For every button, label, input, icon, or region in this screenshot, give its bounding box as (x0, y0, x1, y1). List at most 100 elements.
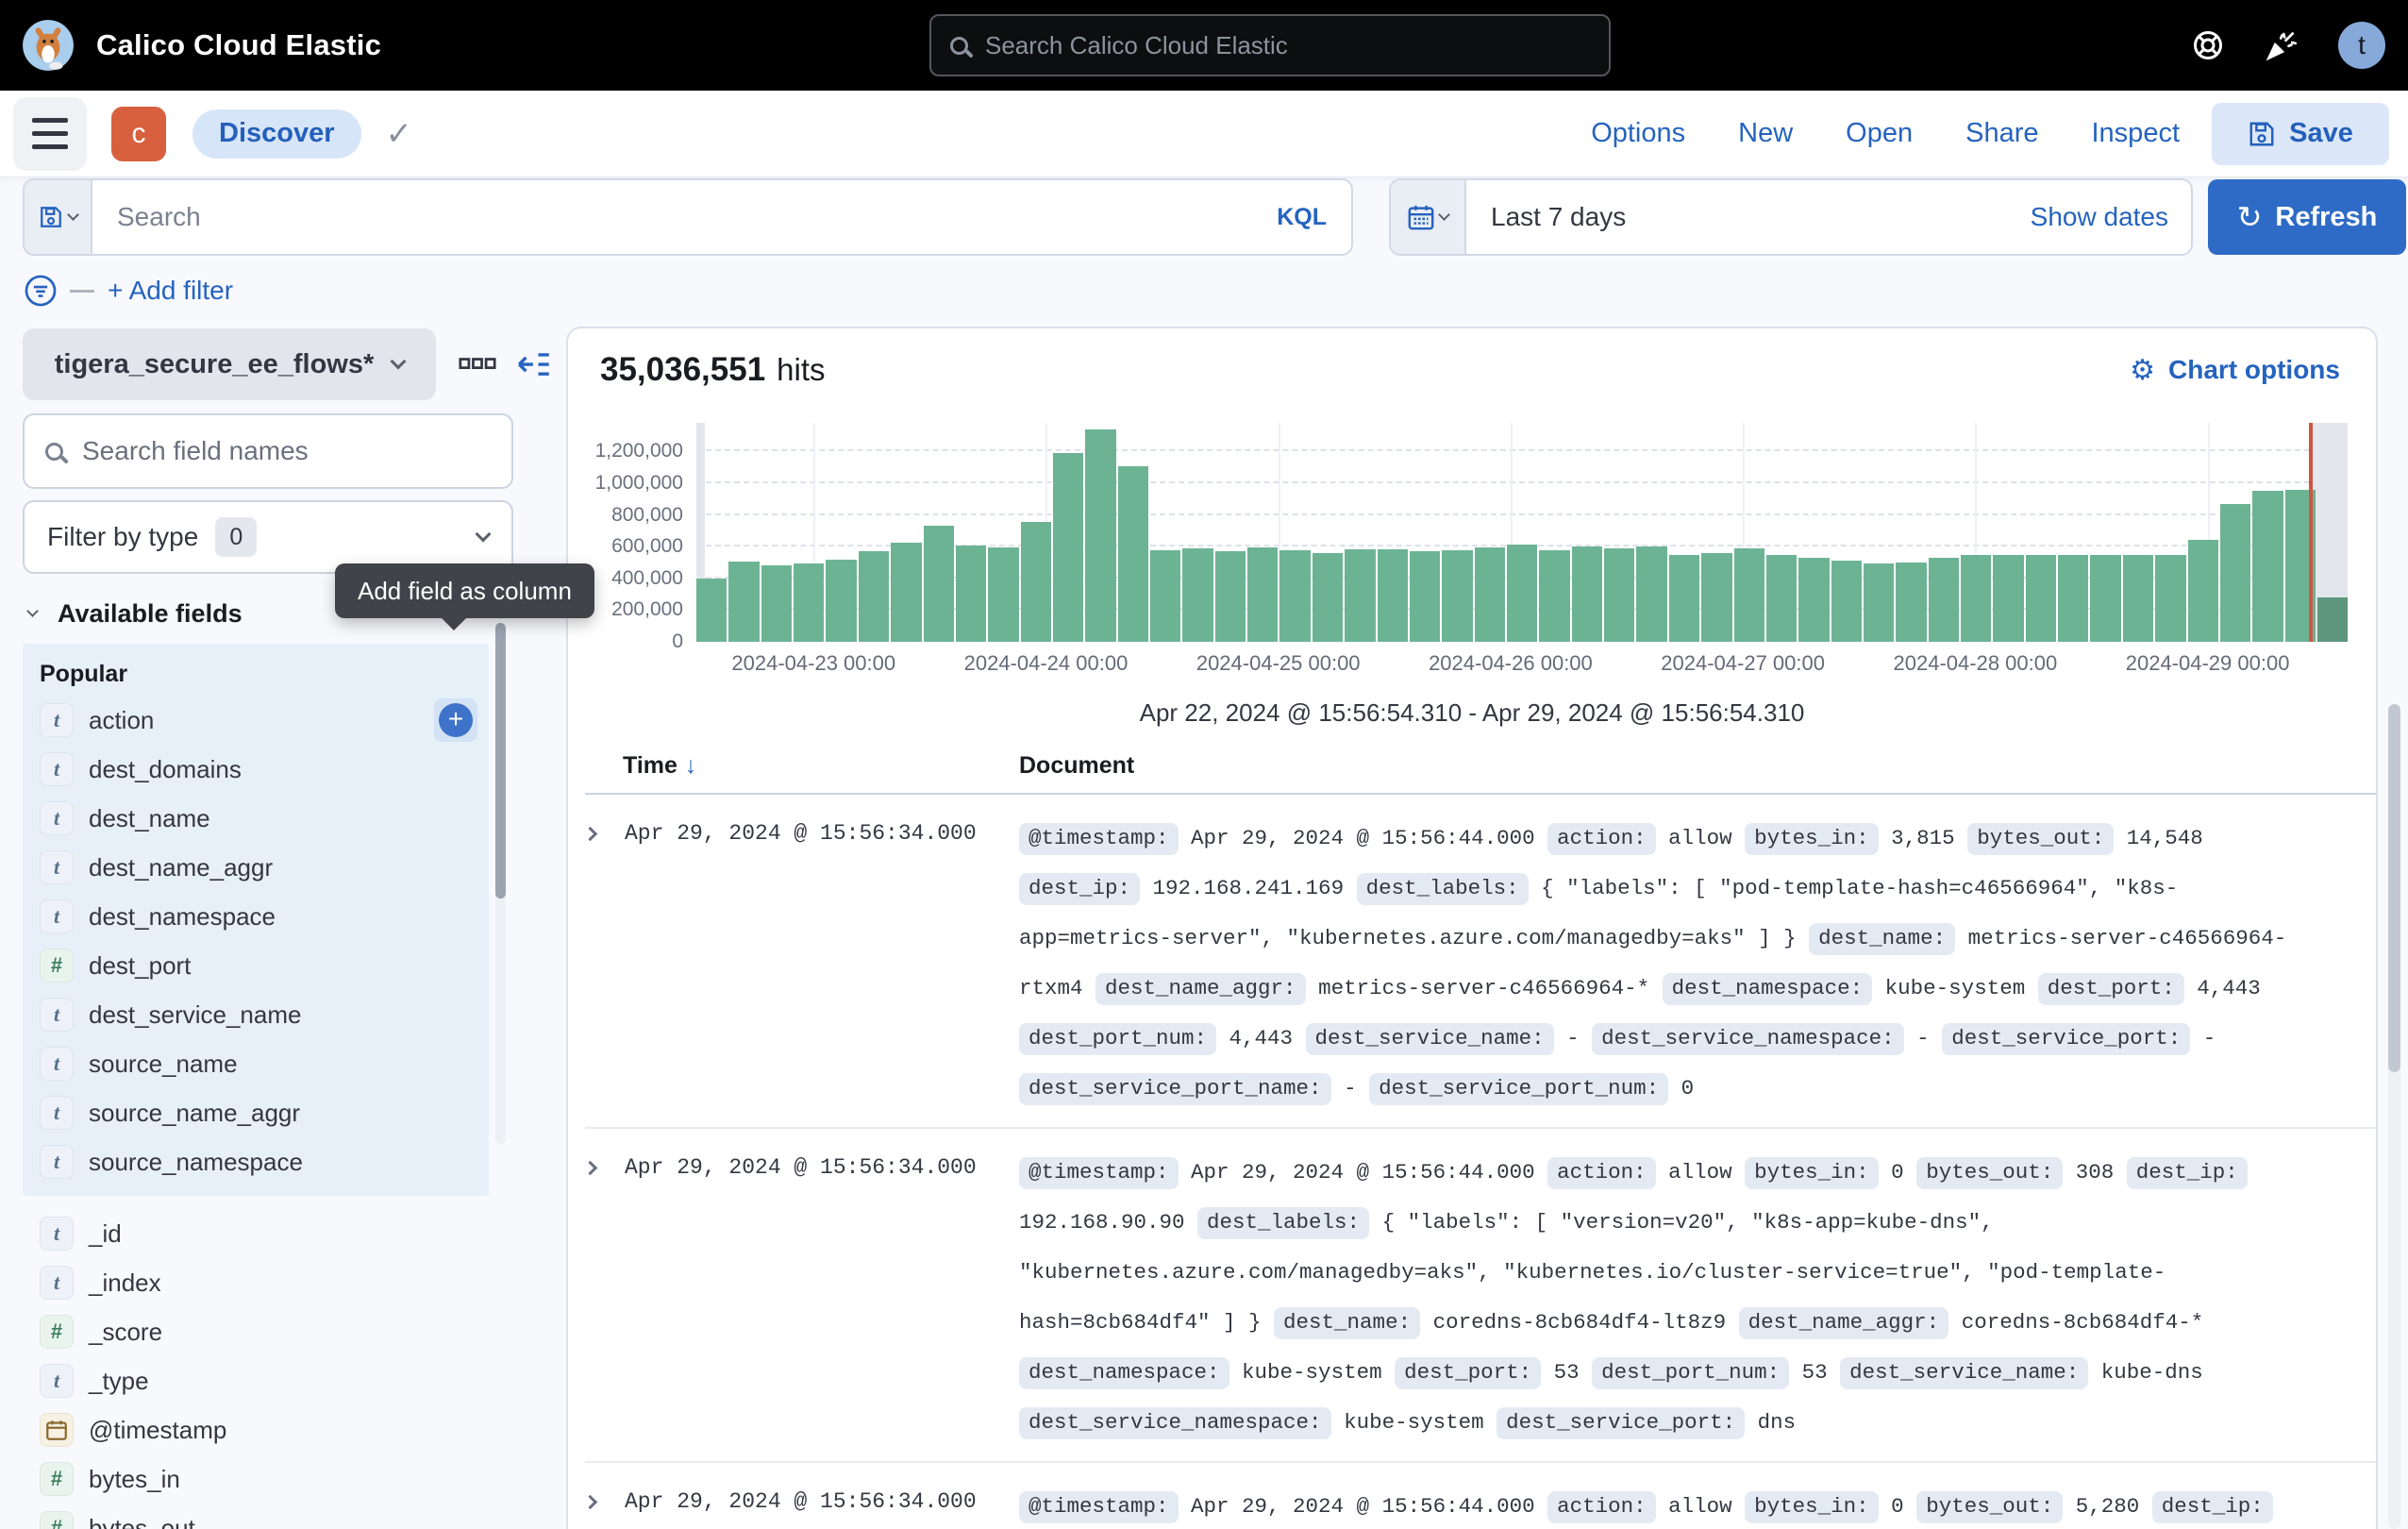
histogram-bar[interactable] (1475, 547, 1505, 642)
histogram-bar[interactable] (1247, 547, 1278, 642)
add-field-as-column-button[interactable]: + (434, 698, 477, 742)
histogram-bar[interactable] (1378, 549, 1408, 642)
field-search-input[interactable] (82, 436, 491, 466)
histogram-bar[interactable] (1313, 553, 1343, 642)
field-item-_index[interactable]: t_index (36, 1258, 489, 1307)
refresh-button[interactable]: ↻ Refresh (2208, 179, 2406, 255)
chart-options-button[interactable]: ⚙ Chart options (2130, 354, 2340, 387)
histogram-bar[interactable] (2155, 555, 2185, 642)
expand-row-button[interactable] (585, 814, 625, 1114)
histogram-bar[interactable] (1085, 429, 1115, 642)
histogram-bar[interactable] (1864, 563, 1894, 642)
histogram-bar[interactable] (1442, 550, 1472, 642)
page-scrollbar-thumb[interactable] (2388, 704, 2400, 1072)
field-item-source_name[interactable]: tsource_name (36, 1039, 481, 1088)
global-search-input[interactable] (985, 31, 1590, 60)
field-item-bytes_in[interactable]: #bytes_in (36, 1454, 489, 1504)
histogram-bar[interactable] (1572, 546, 1602, 642)
histogram-bar[interactable] (891, 543, 921, 642)
field-item-dest_namespace[interactable]: tdest_namespace (36, 892, 481, 941)
nav-link-share[interactable]: Share (1965, 118, 2038, 149)
histogram-bar[interactable] (1604, 548, 1634, 642)
field-item-dest_name[interactable]: tdest_name (36, 794, 481, 843)
histogram-bar[interactable] (1279, 550, 1310, 642)
help-icon[interactable] (2191, 28, 2225, 62)
save-button[interactable]: Save (2212, 103, 2389, 165)
expand-row-button[interactable] (585, 1482, 625, 1529)
sidebar-scrollbar[interactable] (495, 623, 506, 1144)
saved-query-menu-button[interactable] (25, 180, 92, 254)
field-item-dest_port[interactable]: #dest_port (36, 941, 481, 990)
histogram-bar[interactable] (761, 565, 792, 642)
histogram-bar[interactable] (794, 563, 824, 642)
histogram-bar[interactable] (1118, 466, 1148, 642)
histogram-bar[interactable] (2090, 555, 2120, 642)
histogram-bar[interactable] (956, 546, 986, 642)
histogram-bar[interactable] (1021, 522, 1051, 642)
menu-toggle-button[interactable] (13, 97, 87, 171)
date-range-value[interactable]: Last 7 days (1466, 202, 2008, 232)
histogram-bar[interactable] (1766, 555, 1797, 642)
histogram-bar[interactable] (859, 551, 889, 642)
expand-row-button[interactable] (585, 1148, 625, 1448)
histogram-bar[interactable] (1215, 551, 1246, 642)
global-search[interactable] (929, 14, 1611, 76)
user-avatar[interactable]: t (2338, 22, 2385, 69)
histogram-bar[interactable] (826, 560, 856, 642)
breadcrumb[interactable]: Discover (192, 109, 361, 159)
histogram-bar[interactable] (1182, 548, 1212, 642)
histogram-bar[interactable] (1053, 453, 1083, 642)
collapse-sidebar-icon[interactable] (517, 347, 551, 381)
field-item-action[interactable]: taction+ (36, 696, 481, 745)
date-quick-menu-button[interactable] (1391, 180, 1466, 254)
histogram-bar[interactable] (988, 547, 1018, 642)
query-language-button[interactable]: KQL (1252, 204, 1351, 231)
histogram-bar[interactable] (1669, 555, 1699, 642)
histogram-bar[interactable] (2123, 555, 2153, 642)
field-item-_score[interactable]: #_score (36, 1307, 489, 1356)
field-item-bytes_out[interactable]: #bytes_out (36, 1504, 489, 1529)
nav-link-options[interactable]: Options (1591, 118, 1685, 149)
nav-link-new[interactable]: New (1738, 118, 1793, 149)
histogram-bar[interactable] (728, 562, 759, 642)
index-pattern-switcher[interactable]: tigera_secure_ee_flows* (23, 328, 436, 400)
histogram-bar[interactable] (1507, 545, 1537, 642)
filter-icon[interactable] (23, 273, 59, 309)
field-item-dest_domains[interactable]: tdest_domains (36, 745, 481, 794)
query-input[interactable] (92, 202, 1252, 232)
histogram-bar[interactable] (2058, 555, 2088, 642)
sort-desc-icon[interactable]: ↓ (685, 752, 697, 779)
histogram-bar[interactable] (1345, 549, 1375, 642)
histogram-bar[interactable] (1539, 550, 1569, 643)
space-badge[interactable]: c (111, 107, 166, 161)
histogram-bar[interactable] (2026, 555, 2056, 642)
field-item-dest_name_aggr[interactable]: tdest_name_aggr (36, 843, 481, 892)
add-filter-button[interactable]: + Add filter (108, 276, 233, 306)
field-item-@timestamp[interactable]: @timestamp (36, 1405, 489, 1454)
histogram-bar[interactable] (1701, 553, 1731, 642)
field-settings-icon[interactable] (459, 357, 496, 372)
histogram-bar[interactable] (1410, 551, 1440, 642)
histogram-bar[interactable] (1150, 550, 1180, 643)
histogram-bar[interactable] (2188, 540, 2218, 642)
show-dates-button[interactable]: Show dates (2008, 202, 2191, 232)
histogram-bar[interactable] (924, 526, 954, 642)
histogram-bar[interactable] (1993, 555, 2023, 642)
sidebar-scrollbar-thumb[interactable] (495, 623, 506, 899)
page-scrollbar[interactable] (2388, 704, 2400, 1529)
histogram-bar[interactable] (1831, 561, 1862, 642)
histogram-bar[interactable] (2317, 597, 2348, 642)
histogram-bar[interactable] (2252, 491, 2283, 642)
nav-link-open[interactable]: Open (1846, 118, 1913, 149)
histogram-bar[interactable] (1636, 546, 1666, 642)
announcements-icon[interactable] (2265, 28, 2299, 62)
nav-link-inspect[interactable]: Inspect (2092, 118, 2181, 149)
field-item-_id[interactable]: t_id (36, 1209, 489, 1258)
field-search[interactable] (23, 413, 513, 489)
histogram-bar[interactable] (1734, 548, 1764, 642)
time-column-header[interactable]: Time↓ (623, 752, 1019, 780)
field-item-source_name_aggr[interactable]: tsource_name_aggr (36, 1088, 481, 1137)
histogram-bar[interactable] (1798, 558, 1829, 642)
field-item-_type[interactable]: t_type (36, 1356, 489, 1405)
histogram-bar[interactable] (696, 579, 727, 642)
